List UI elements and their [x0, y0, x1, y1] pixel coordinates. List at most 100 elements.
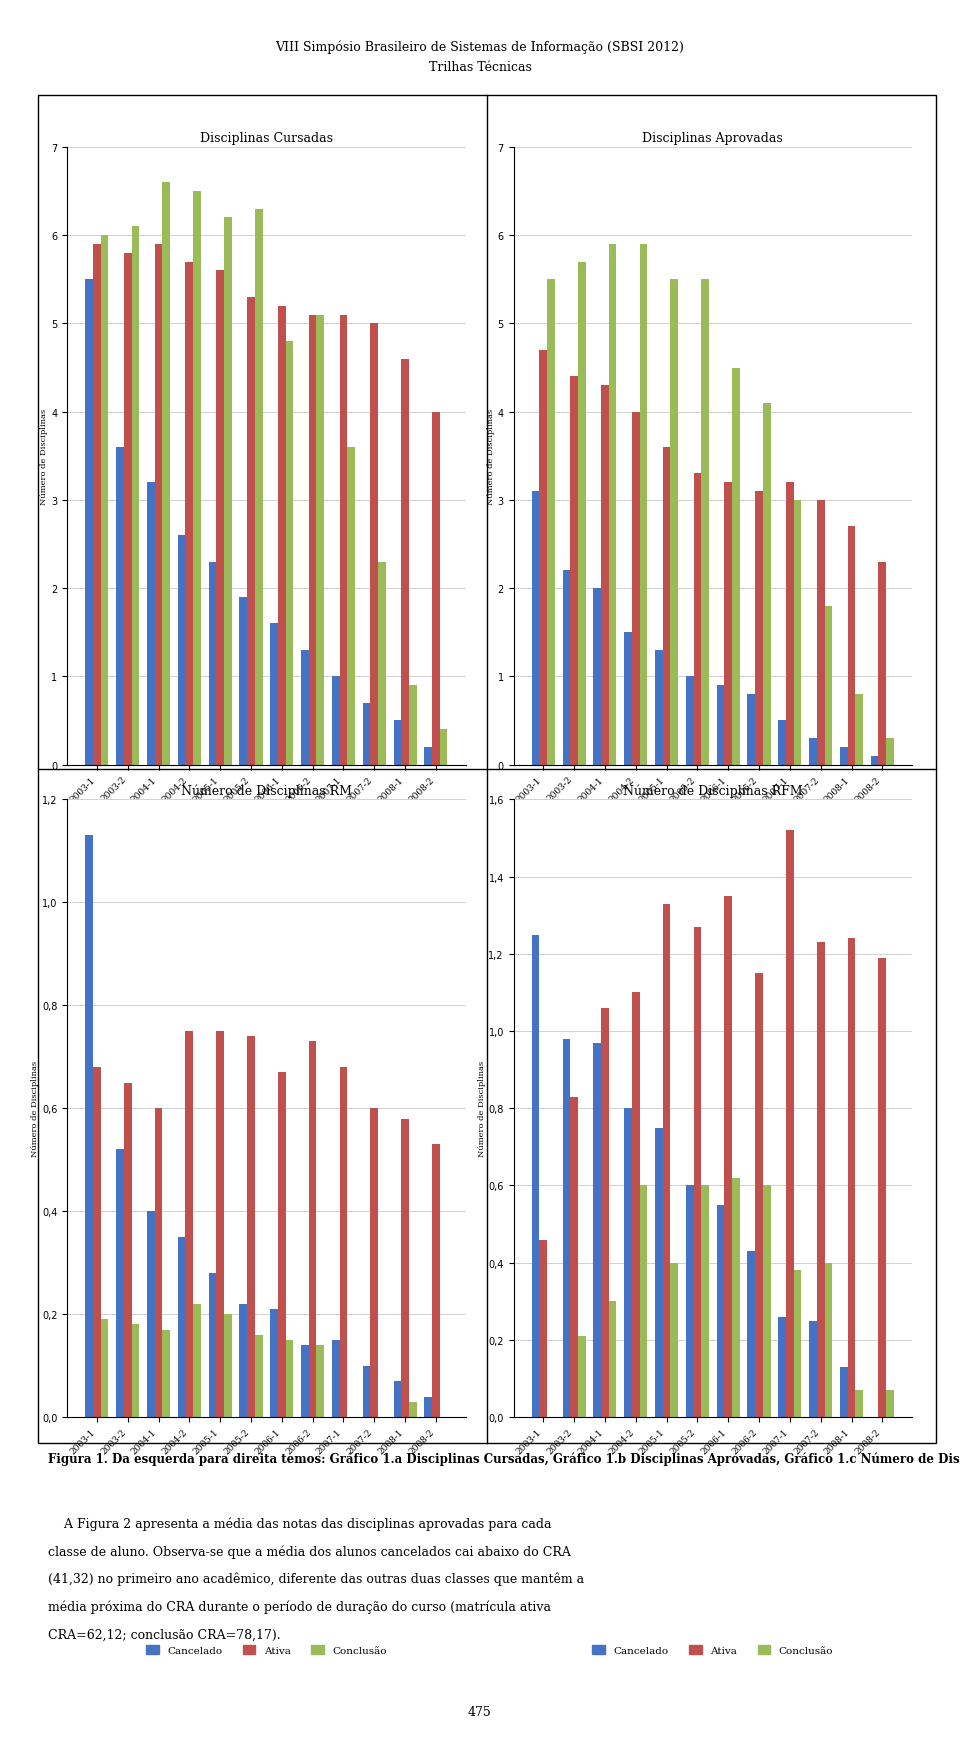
- Text: Figura 1. Da esquerda para direita temos: Gráfico 1.a Disciplinas Cursadas, Gráf: Figura 1. Da esquerda para direita temos…: [48, 1452, 960, 1466]
- Bar: [254, 1336, 262, 1417]
- Bar: [309, 315, 317, 765]
- Bar: [401, 1118, 409, 1417]
- Bar: [609, 1301, 616, 1417]
- Bar: [794, 1271, 802, 1417]
- Y-axis label: Número de Disciplinas: Número de Disciplinas: [40, 409, 48, 504]
- Bar: [825, 607, 832, 765]
- Bar: [732, 369, 740, 765]
- Bar: [178, 1236, 185, 1417]
- Bar: [124, 254, 132, 765]
- Bar: [101, 237, 108, 765]
- Bar: [786, 483, 794, 765]
- Y-axis label: Número de Disciplinas: Número de Disciplinas: [487, 409, 494, 504]
- Legend: Cancelado, Ativa, Conclusão: Cancelado, Ativa, Conclusão: [142, 989, 391, 1007]
- Bar: [878, 562, 886, 765]
- Bar: [247, 297, 254, 765]
- Bar: [363, 1365, 371, 1417]
- Bar: [208, 562, 216, 765]
- Bar: [763, 403, 771, 765]
- Bar: [871, 756, 878, 765]
- Y-axis label: Número de Disciplinas: Número de Disciplinas: [478, 1061, 486, 1156]
- Bar: [371, 1109, 378, 1417]
- Bar: [693, 475, 701, 765]
- Bar: [756, 492, 763, 765]
- Text: CRA=62,12; conclusão CRA=78,17).: CRA=62,12; conclusão CRA=78,17).: [48, 1628, 280, 1640]
- Bar: [309, 1042, 317, 1417]
- Bar: [547, 280, 555, 765]
- Bar: [286, 343, 294, 765]
- Bar: [701, 280, 708, 765]
- Bar: [840, 748, 848, 765]
- Bar: [578, 1336, 586, 1417]
- Bar: [563, 1040, 570, 1417]
- Bar: [340, 315, 348, 765]
- Bar: [394, 722, 401, 765]
- Bar: [247, 1036, 254, 1417]
- Bar: [662, 904, 670, 1417]
- Bar: [409, 685, 417, 765]
- Bar: [779, 1316, 786, 1417]
- Bar: [639, 1186, 647, 1417]
- Bar: [332, 676, 340, 765]
- Bar: [593, 1043, 601, 1417]
- Bar: [424, 748, 432, 765]
- Bar: [725, 896, 732, 1417]
- Bar: [432, 412, 440, 765]
- Bar: [540, 1240, 547, 1417]
- Bar: [147, 1212, 155, 1417]
- Bar: [239, 598, 247, 765]
- Bar: [685, 1186, 693, 1417]
- Bar: [685, 676, 693, 765]
- Bar: [394, 1381, 401, 1417]
- Bar: [809, 1322, 817, 1417]
- Bar: [116, 447, 124, 765]
- Bar: [332, 1341, 340, 1417]
- Bar: [748, 694, 756, 765]
- Bar: [224, 219, 231, 765]
- Legend: Cancelado, Ativa, Conclusão: Cancelado, Ativa, Conclusão: [588, 989, 837, 1007]
- Bar: [655, 1129, 662, 1417]
- Bar: [101, 1320, 108, 1417]
- Bar: [639, 245, 647, 765]
- Bar: [216, 271, 224, 765]
- Bar: [317, 315, 324, 765]
- Bar: [732, 1177, 740, 1417]
- Bar: [855, 1389, 863, 1417]
- Bar: [348, 447, 355, 765]
- Y-axis label: Número de Disciplinas: Número de Disciplinas: [31, 1061, 39, 1156]
- Bar: [239, 1304, 247, 1417]
- Text: Trilhas Técnicas: Trilhas Técnicas: [428, 61, 532, 73]
- Title: Número de Disciplinas RM: Número de Disciplinas RM: [180, 784, 352, 798]
- Bar: [794, 501, 802, 765]
- Bar: [817, 501, 825, 765]
- Bar: [185, 263, 193, 765]
- Bar: [132, 228, 139, 765]
- Bar: [670, 1263, 678, 1417]
- Title: Número de Disciplinas RFM: Número de Disciplinas RFM: [623, 784, 803, 798]
- Bar: [662, 447, 670, 765]
- Bar: [208, 1273, 216, 1417]
- Bar: [178, 536, 185, 765]
- Bar: [840, 1367, 848, 1417]
- Bar: [655, 650, 662, 765]
- Bar: [786, 831, 794, 1417]
- Bar: [185, 1031, 193, 1417]
- Bar: [632, 412, 639, 765]
- Bar: [756, 974, 763, 1417]
- Bar: [155, 1109, 162, 1417]
- Bar: [563, 570, 570, 765]
- Bar: [93, 245, 101, 765]
- Bar: [254, 209, 262, 765]
- Bar: [632, 993, 639, 1417]
- Bar: [570, 377, 578, 765]
- Bar: [271, 624, 278, 765]
- Bar: [162, 183, 170, 765]
- Bar: [670, 280, 678, 765]
- Bar: [155, 245, 162, 765]
- Bar: [540, 351, 547, 765]
- Bar: [440, 730, 447, 765]
- Bar: [717, 685, 725, 765]
- Text: VIII Simpósio Brasileiro de Sistemas de Informação (SBSI 2012): VIII Simpósio Brasileiro de Sistemas de …: [276, 40, 684, 54]
- Bar: [85, 280, 93, 765]
- Legend: Cancelado, Ativa, Conclusão: Cancelado, Ativa, Conclusão: [588, 1642, 837, 1659]
